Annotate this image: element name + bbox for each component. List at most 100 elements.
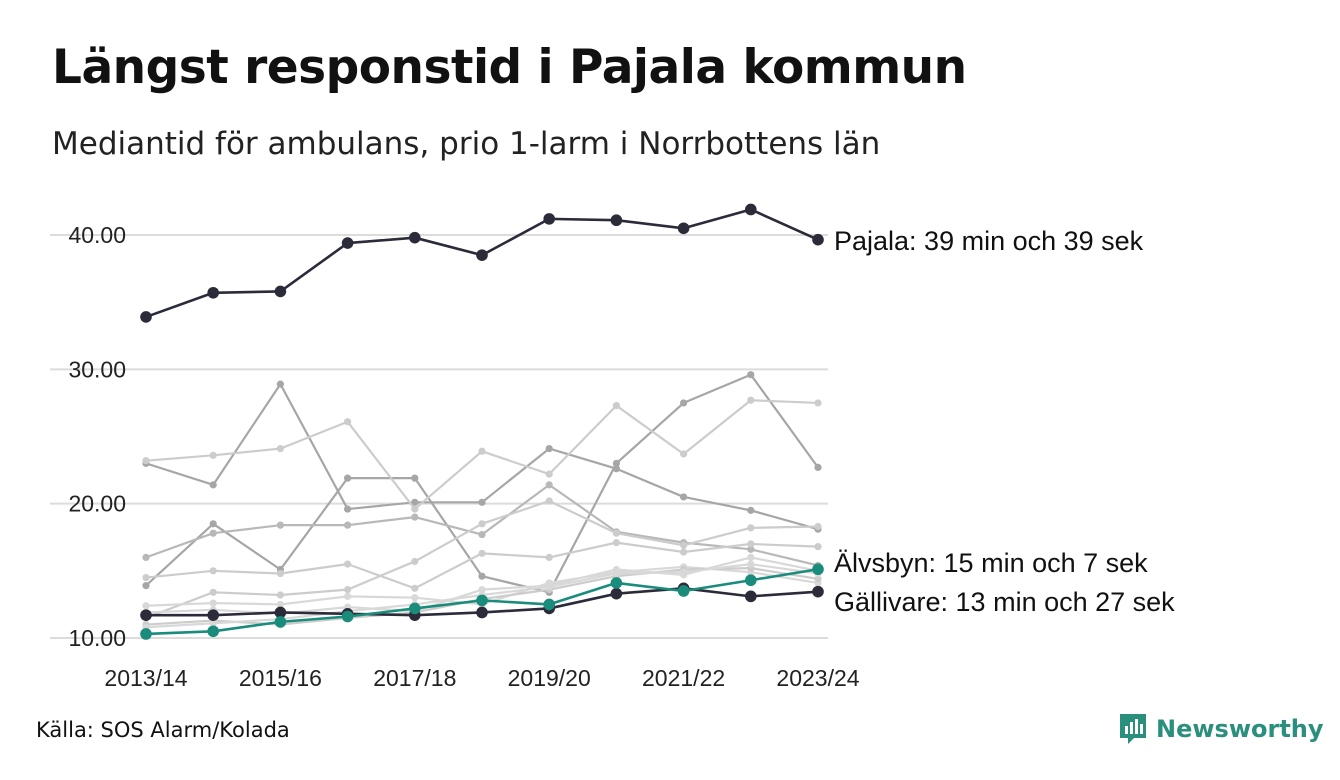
background-series-point	[747, 506, 755, 514]
background-series-point	[478, 520, 486, 528]
background-series-point	[142, 553, 150, 562]
brand-name: Newsworthy	[1156, 715, 1324, 743]
background-series-point	[612, 402, 621, 410]
series-gällivare-point	[476, 606, 488, 619]
series-pajala-point	[745, 203, 757, 216]
background-series-point	[478, 447, 486, 455]
background-series-point	[612, 529, 621, 537]
series-pajala-point	[140, 311, 152, 323]
background-series-point	[680, 450, 688, 458]
y-tick-label: 40.00	[68, 222, 126, 248]
end-label-älvsbyn: Älvsbyn: 15 min och 7 sek	[834, 548, 1148, 578]
series-älvsbyn-point	[543, 598, 555, 611]
x-tick-label: 2013/14	[104, 665, 187, 691]
series-pajala-point	[812, 233, 824, 246]
background-series-point	[411, 594, 419, 602]
background-series-point	[209, 520, 217, 528]
series-pajala-point	[207, 286, 219, 299]
series-gällivare-point	[745, 590, 757, 603]
x-tick-label: 2021/22	[642, 665, 725, 691]
background-series-point	[545, 470, 553, 478]
x-tick-label: 2017/18	[373, 665, 456, 691]
background-series-point	[276, 600, 284, 609]
background-series-point	[276, 444, 284, 453]
y-tick-label: 20.00	[68, 491, 126, 517]
series-pajala-point	[677, 222, 690, 235]
newsworthy-logo-icon	[1120, 714, 1146, 744]
chart-subtitle: Mediantid för ambulans, prio 1-larm i No…	[52, 126, 881, 162]
background-series-point	[814, 463, 822, 471]
series-gällivare-point	[274, 606, 287, 619]
background-series-point	[209, 599, 217, 607]
series-älvsbyn-point	[409, 602, 421, 615]
x-axis: 2013/14 2015/16 2017/18 2019/20 2021/22 2023/…	[104, 665, 859, 691]
y-axis: 10.00 20.00 30.00 40.00	[68, 222, 126, 651]
x-tick-label: 2015/16	[239, 665, 322, 691]
series-pajala-point	[543, 213, 555, 225]
background-series-line	[145, 383, 819, 531]
background-series-point	[344, 505, 352, 513]
series-pajala-point	[476, 249, 488, 261]
y-tick-label: 10.00	[68, 625, 126, 651]
background-series-point	[545, 497, 553, 505]
background-series-point	[478, 530, 486, 539]
end-label-gällivare: Gällivare: 13 min och 27 sek	[834, 587, 1175, 617]
series-älvsbyn-point	[274, 616, 287, 628]
background-series-point	[545, 444, 553, 453]
chart-title: Längst responstid i Pajala kommun	[52, 40, 967, 95]
background-series-point	[612, 459, 621, 467]
background-series-point	[411, 584, 419, 592]
background-series-point	[209, 567, 217, 575]
background-series-point	[209, 588, 217, 596]
background-series-point	[142, 602, 150, 610]
background-series-point	[276, 380, 284, 388]
background-series-point	[545, 481, 553, 489]
background-series-point	[680, 548, 688, 556]
series-älvsbyn-point	[476, 594, 488, 607]
background-series-point	[276, 591, 284, 599]
background-series-point	[680, 399, 688, 407]
series-pajala-point	[274, 285, 287, 298]
background-series-point	[612, 539, 621, 547]
series-älvsbyn-point	[207, 625, 219, 638]
background-series-point	[142, 573, 150, 582]
background-series-point	[478, 498, 486, 506]
source-note: Källa: SOS Alarm/Kolada	[36, 718, 290, 742]
series-pajala-point	[409, 231, 421, 244]
background-series-line	[145, 373, 819, 594]
background-series-point	[344, 560, 352, 568]
background-series-point	[747, 371, 755, 379]
series-gällivare-point	[812, 585, 824, 598]
grid-lines	[50, 234, 828, 639]
series-pajala-point	[341, 237, 354, 249]
background-series-point	[209, 529, 217, 537]
background-series-point	[612, 569, 621, 578]
background-series-point	[344, 474, 352, 482]
background-series-point	[747, 560, 755, 568]
background-series-point	[344, 592, 352, 600]
background-series-point	[209, 619, 217, 627]
background-series-point	[344, 418, 352, 426]
background-series-point	[411, 474, 419, 482]
end-label-pajala: Pajala: 39 min och 39 sek	[834, 226, 1144, 256]
background-series-point	[680, 541, 688, 549]
background-series-point	[747, 396, 755, 404]
series-älvsbyn-point	[812, 563, 824, 576]
series-gällivare-point	[207, 609, 219, 621]
background-series-point	[344, 521, 352, 529]
x-tick-label: 2019/20	[508, 665, 591, 691]
background-series-point	[747, 540, 755, 548]
background-series-point	[411, 505, 419, 513]
background-series-point	[142, 457, 150, 465]
brand-logo[interactable]: Newsworthy	[1118, 712, 1324, 746]
series-älvsbyn-point	[745, 574, 757, 587]
series-gällivare-point	[140, 609, 152, 621]
background-series-point	[814, 575, 822, 583]
background-series-point	[747, 553, 755, 562]
background-series-point	[747, 545, 755, 553]
background-series-point	[680, 568, 688, 576]
highlighted-series	[140, 203, 824, 640]
series-älvsbyn-point	[610, 577, 623, 589]
y-tick-label: 30.00	[68, 356, 126, 382]
